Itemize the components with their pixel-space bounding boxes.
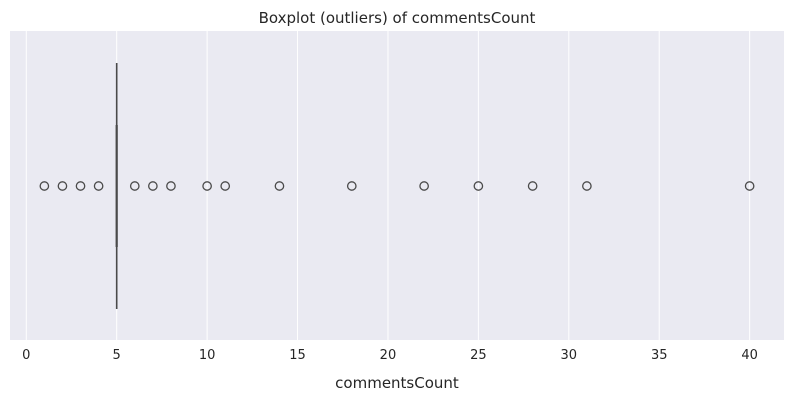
outlier-point — [202, 181, 212, 191]
outlier-point — [57, 181, 68, 191]
x-tick-label: 0 — [22, 348, 30, 363]
outlier-point — [527, 181, 538, 191]
outlier-point — [39, 181, 50, 191]
outlier-point — [473, 181, 484, 191]
outlier-point — [220, 181, 231, 191]
plot-area — [10, 31, 784, 340]
x-tick-label: 25 — [470, 348, 487, 363]
outlier-point — [75, 181, 86, 191]
x-tick-labels: 0 5 10 15 20 25 30 35 40 — [22, 348, 758, 363]
outlier-point — [744, 181, 755, 191]
x-tick-label: 10 — [199, 348, 216, 363]
x-tick-label: 30 — [561, 348, 578, 363]
outlier-point — [582, 181, 592, 191]
x-tick-label: 5 — [113, 348, 121, 363]
x-tick-label: 20 — [380, 348, 397, 363]
outlier-point — [93, 181, 104, 191]
chart-title: Boxplot (outliers) of commentsCount — [259, 9, 536, 27]
outlier-points — [39, 181, 755, 191]
x-tick-label: 15 — [289, 348, 306, 363]
x-tick-label: 40 — [741, 348, 758, 363]
outlier-point — [166, 181, 176, 191]
x-axis-label: commentsCount — [335, 374, 459, 392]
outlier-point — [419, 181, 429, 191]
outlier-point — [274, 181, 285, 191]
x-tick-label: 35 — [651, 348, 668, 363]
outlier-point — [346, 181, 357, 191]
outlier-point — [148, 181, 158, 191]
outlier-point — [129, 181, 140, 191]
